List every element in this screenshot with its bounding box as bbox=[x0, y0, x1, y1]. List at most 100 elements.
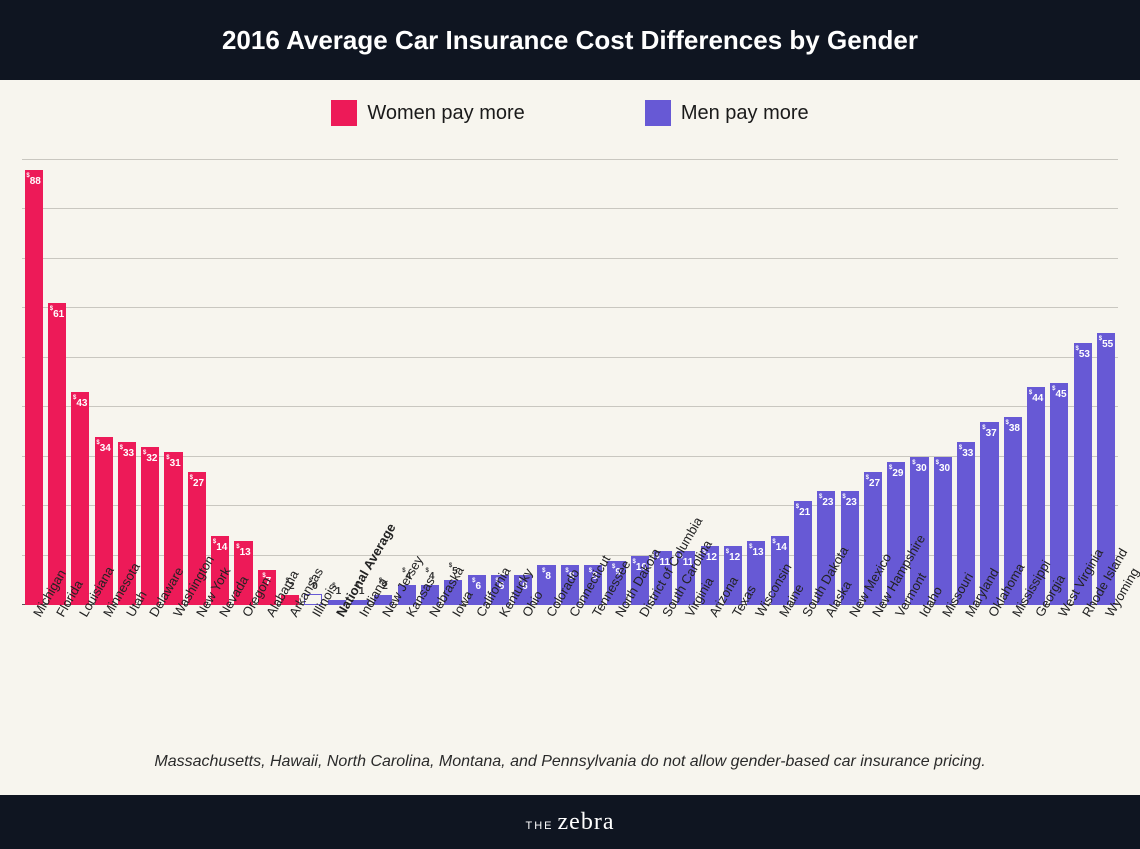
bar-value-label: $33 bbox=[120, 444, 134, 460]
bar-value-label: $23 bbox=[819, 493, 833, 509]
x-axis-label: Florida bbox=[45, 605, 68, 723]
x-axis-label: South Dakota bbox=[791, 605, 814, 723]
bar-col: $5 bbox=[442, 160, 465, 605]
x-axis-label: Wyoming bbox=[1094, 605, 1117, 723]
x-axis-label: Utah bbox=[115, 605, 138, 723]
bar-col: $30 bbox=[931, 160, 954, 605]
bar-col: $31 bbox=[162, 160, 185, 605]
bar-value-label: $33 bbox=[959, 444, 973, 460]
legend-item-men: Men pay more bbox=[645, 100, 809, 126]
bar-col: $33 bbox=[955, 160, 978, 605]
bar-value-label: $14 bbox=[213, 538, 227, 554]
x-axis-label: Ohio bbox=[512, 605, 535, 723]
x-axis-label: Maine bbox=[768, 605, 791, 723]
logo-text: zebra bbox=[558, 809, 615, 836]
legend: Women pay more Men pay more bbox=[0, 80, 1140, 136]
x-axis-label: North Dakota bbox=[605, 605, 628, 723]
bar-col: $14 bbox=[768, 160, 791, 605]
x-axis-label: Kentucky bbox=[488, 605, 511, 723]
bar-col: $11 bbox=[651, 160, 674, 605]
bar-col: $27 bbox=[861, 160, 884, 605]
bar: $30 bbox=[934, 457, 952, 605]
legend-label-men: Men pay more bbox=[681, 102, 809, 125]
bar-col: $37 bbox=[978, 160, 1001, 605]
x-axis-label: Virginia bbox=[675, 605, 698, 723]
bar-col: $12 bbox=[721, 160, 744, 605]
bar-col: $45 bbox=[1048, 160, 1071, 605]
legend-label-women: Women pay more bbox=[367, 102, 524, 125]
x-axis-label: Maryland bbox=[955, 605, 978, 723]
bar-col: $23 bbox=[815, 160, 838, 605]
bar-value-label: $13 bbox=[236, 543, 250, 559]
bar-value-label: $32 bbox=[143, 449, 157, 465]
bar: $61 bbox=[48, 303, 66, 605]
chart-panel: Women pay more Men pay more $88 $61 $43 $34… bbox=[0, 80, 1140, 795]
bar-col: $13 bbox=[232, 160, 255, 605]
x-axis-label: Oklahoma bbox=[978, 605, 1001, 723]
bar-value-label: $30 bbox=[936, 459, 950, 475]
bar-value-label: $23 bbox=[842, 493, 856, 509]
bar-col: $8 bbox=[535, 160, 558, 605]
bar-col: $38 bbox=[1001, 160, 1024, 605]
bar-value-label: $53 bbox=[1075, 345, 1089, 361]
bar-col: $88 bbox=[22, 160, 45, 605]
brand-logo: THE zebra bbox=[526, 809, 615, 836]
bar: $45 bbox=[1050, 383, 1068, 606]
x-axis-label: Kansas bbox=[395, 605, 418, 723]
x-axis-label: Tennessee bbox=[582, 605, 605, 723]
bar-value-label: $45 bbox=[1052, 385, 1066, 401]
bar-value-label: $43 bbox=[73, 394, 87, 410]
bar-col: $21 bbox=[791, 160, 814, 605]
bar-value-label: $8 bbox=[542, 567, 551, 583]
x-axis-label: Vermont bbox=[885, 605, 908, 723]
x-axis-label: Illinois bbox=[302, 605, 325, 723]
bar-col: $44 bbox=[1024, 160, 1047, 605]
x-axis-label: California bbox=[465, 605, 488, 723]
bar-col: $33 bbox=[115, 160, 138, 605]
header: 2016 Average Car Insurance Cost Differen… bbox=[0, 0, 1140, 80]
bar-col: $43 bbox=[69, 160, 92, 605]
x-axis-label: Wisconsin bbox=[745, 605, 768, 723]
bar-value-label: $55 bbox=[1099, 335, 1113, 351]
bar-col: $6 bbox=[465, 160, 488, 605]
bar: $43 bbox=[71, 392, 89, 605]
x-axis-label: South Carolina bbox=[651, 605, 674, 723]
bar-col: $8 bbox=[582, 160, 605, 605]
x-axis-label: Michigan bbox=[22, 605, 45, 723]
bar-value-label: $31 bbox=[166, 454, 180, 470]
bar-col: $1 bbox=[325, 160, 348, 605]
x-axis-label: Nevada bbox=[209, 605, 232, 723]
x-axis-label: New Mexico bbox=[838, 605, 861, 723]
x-axis-label: District of Columbia bbox=[628, 605, 651, 723]
bar-value-label: $61 bbox=[50, 305, 64, 321]
chart-title: 2016 Average Car Insurance Cost Differen… bbox=[222, 25, 918, 56]
bar-col: $7 bbox=[255, 160, 278, 605]
bar-value-label: $38 bbox=[1006, 419, 1020, 435]
x-axis-label: Mississippi bbox=[1001, 605, 1024, 723]
x-axis-label: New York bbox=[185, 605, 208, 723]
x-axis-label: Washington bbox=[162, 605, 185, 723]
bar-col: $10 bbox=[628, 160, 651, 605]
bar-col: $61 bbox=[45, 160, 68, 605]
x-axis-label: New Hampshire bbox=[861, 605, 884, 723]
x-axis-label: Louisiana bbox=[69, 605, 92, 723]
bar-col: $6 bbox=[512, 160, 535, 605]
bar-value-label: $34 bbox=[96, 439, 110, 455]
bar-col: $8 bbox=[558, 160, 581, 605]
bar-col: $14 bbox=[209, 160, 232, 605]
bar-col: $29 bbox=[885, 160, 908, 605]
bar-col: $2 bbox=[278, 160, 301, 605]
x-axis-label: Nebraska bbox=[418, 605, 441, 723]
x-axis-label: National Average bbox=[325, 605, 348, 723]
bar-value-label: $13 bbox=[749, 543, 763, 559]
bar-value-label: $27 bbox=[866, 474, 880, 490]
x-axis-label: Idaho bbox=[908, 605, 931, 723]
bar-value-label: $37 bbox=[982, 424, 996, 440]
bar-col: $32 bbox=[139, 160, 162, 605]
x-axis-label: Delaware bbox=[139, 605, 162, 723]
x-axis-label: Rhode Island bbox=[1071, 605, 1094, 723]
bar-col: $1 bbox=[348, 160, 371, 605]
bar-value-label: $29 bbox=[889, 464, 903, 480]
bar-col: $0 bbox=[302, 160, 325, 605]
x-axis-label: Missouri bbox=[931, 605, 954, 723]
